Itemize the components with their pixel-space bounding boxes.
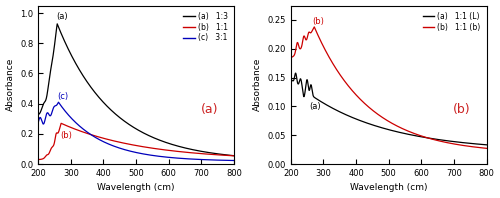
- Y-axis label: Absorbance: Absorbance: [6, 58, 15, 111]
- Text: (a): (a): [200, 103, 218, 116]
- Legend: (a)   1:3, (b)   1:1, (c)   3:1: (a) 1:3, (b) 1:1, (c) 3:1: [181, 9, 230, 45]
- Text: (b): (b): [312, 17, 324, 26]
- Text: (a): (a): [310, 102, 321, 111]
- Y-axis label: Absorbance: Absorbance: [253, 58, 262, 111]
- X-axis label: Wavelength (cm): Wavelength (cm): [350, 183, 428, 192]
- X-axis label: Wavelength (cm): Wavelength (cm): [98, 183, 175, 192]
- Legend: (a)   1:1 (L), (b)   1:1 (b): (a) 1:1 (L), (b) 1:1 (b): [420, 9, 482, 34]
- Text: (a): (a): [56, 12, 68, 21]
- Text: (b): (b): [60, 131, 72, 140]
- Text: (b): (b): [453, 103, 471, 116]
- Text: (c): (c): [57, 92, 68, 101]
